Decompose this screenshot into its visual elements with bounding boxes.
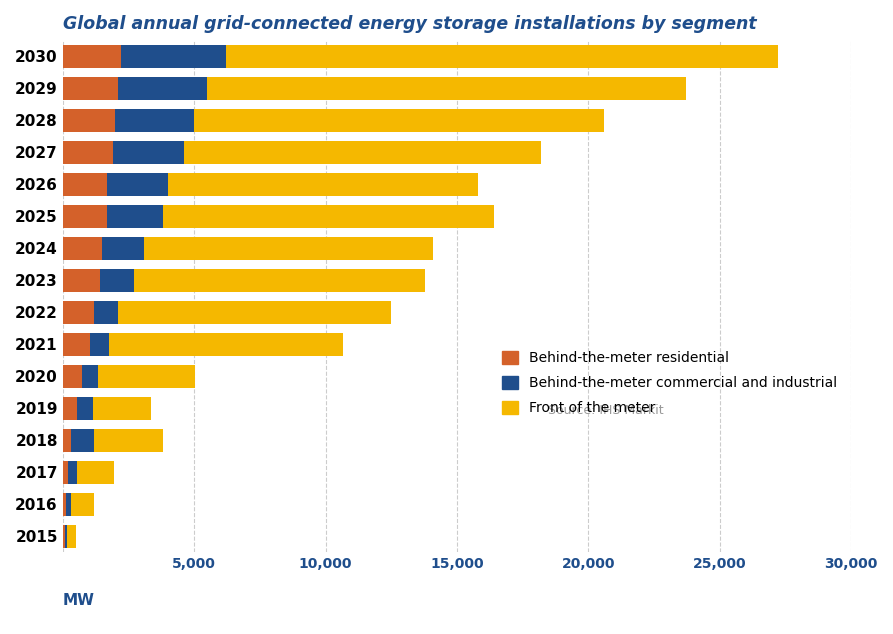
Bar	[71, 429, 95, 452]
Bar	[63, 108, 115, 132]
Bar	[99, 269, 134, 292]
Text: MW: MW	[63, 593, 95, 608]
Bar	[63, 429, 71, 452]
Bar	[109, 333, 343, 356]
Bar	[184, 141, 541, 164]
Bar	[63, 365, 82, 388]
Bar	[68, 461, 77, 484]
Bar	[71, 493, 95, 516]
Bar	[63, 397, 77, 420]
Bar	[95, 429, 163, 452]
Bar	[134, 269, 425, 292]
Bar	[194, 108, 605, 132]
Bar	[82, 365, 98, 388]
Bar	[145, 236, 433, 260]
Bar	[63, 77, 118, 100]
Bar	[113, 141, 184, 164]
Bar	[107, 205, 163, 228]
Bar	[63, 461, 68, 484]
Bar	[77, 461, 114, 484]
Bar	[118, 301, 391, 324]
Bar	[226, 44, 778, 68]
Bar	[163, 205, 494, 228]
Bar	[63, 493, 66, 516]
Bar	[115, 108, 194, 132]
Bar	[121, 44, 226, 68]
Bar	[118, 77, 207, 100]
Bar	[63, 205, 107, 228]
Bar	[95, 301, 118, 324]
Bar	[107, 172, 168, 196]
Text: Global annual grid-connected energy storage installations by segment: Global annual grid-connected energy stor…	[63, 15, 756, 33]
Bar	[67, 525, 76, 548]
Bar	[65, 525, 67, 548]
Bar	[63, 236, 102, 260]
Bar	[63, 44, 121, 68]
Legend: Behind-the-meter residential, Behind-the-meter commercial and industrial, Front : Behind-the-meter residential, Behind-the…	[495, 344, 845, 422]
Bar	[90, 333, 109, 356]
Bar	[63, 301, 95, 324]
Bar	[66, 493, 71, 516]
Bar	[98, 365, 196, 388]
Bar	[77, 397, 93, 420]
Bar	[63, 172, 107, 196]
Bar	[63, 333, 90, 356]
Bar	[168, 172, 478, 196]
Bar	[102, 236, 145, 260]
Text: Source: IHS Markit: Source: IHS Markit	[547, 404, 663, 417]
Bar	[207, 77, 686, 100]
Bar	[63, 525, 65, 548]
Bar	[63, 141, 113, 164]
Bar	[93, 397, 151, 420]
Bar	[63, 269, 99, 292]
